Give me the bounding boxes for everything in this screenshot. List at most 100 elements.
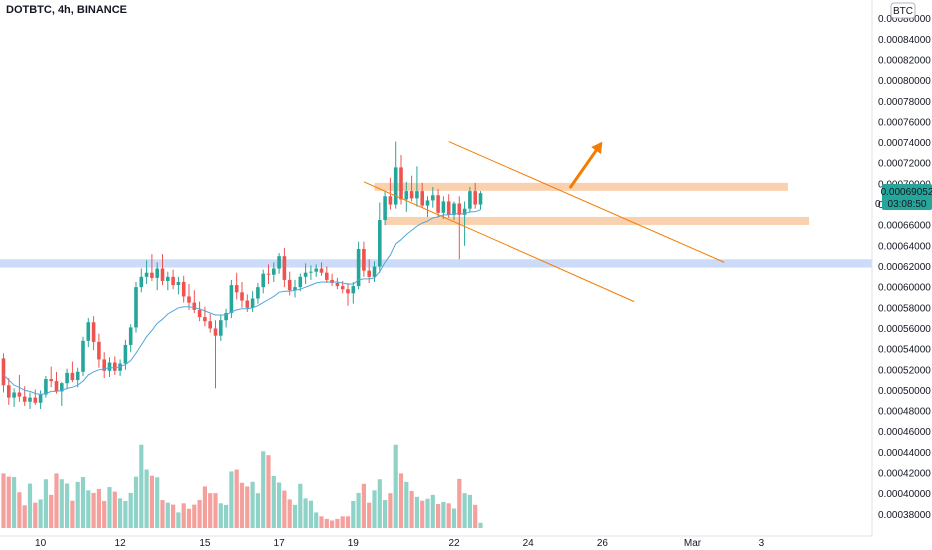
candle-body [452, 203, 456, 215]
candle-body [60, 383, 64, 392]
volume-bar [457, 478, 462, 528]
volume-bar [377, 479, 382, 528]
volume-bar [383, 500, 388, 528]
candle-body [362, 248, 366, 271]
scale-badge[interactable]: BTC [890, 2, 916, 19]
breakout-arrow-head [591, 141, 603, 154]
countdown-label: 03:08:50 [888, 199, 927, 210]
volume-bar [436, 503, 441, 528]
volume-bar [340, 516, 345, 528]
price-tick-label: 0.00074000 [878, 138, 931, 149]
candle-body [388, 196, 393, 205]
volume-bar [250, 481, 255, 528]
zone-mid-support [385, 216, 810, 225]
volume-bar [165, 502, 170, 528]
volume-bar [298, 483, 303, 528]
symbol-title: DOTBTC, 4h, BINANCE [6, 4, 127, 16]
volume-bar [59, 479, 64, 528]
volume-bar [314, 512, 319, 528]
volume-bar [22, 505, 27, 528]
candle-body [213, 328, 218, 336]
time-tick-label: 26 [597, 538, 609, 549]
volume-bar [186, 508, 192, 528]
volume-bar [192, 504, 197, 528]
volume-layer [1, 444, 483, 528]
candle-body [139, 276, 144, 288]
volume-bar [467, 494, 472, 528]
volume-bar [38, 499, 43, 528]
volume-bar [245, 486, 250, 528]
candle-body [181, 281, 186, 297]
volume-bar [478, 522, 483, 528]
candle-body [234, 285, 239, 293]
price-tick-label: 0.00040000 [878, 489, 931, 500]
volume-bar [266, 455, 271, 528]
time-tick-label: 3 [759, 538, 765, 549]
volume-bar [213, 493, 218, 528]
volume-bar [271, 476, 276, 528]
volume-bar [409, 490, 414, 528]
candle-body [49, 379, 53, 382]
volume-bar [292, 504, 298, 528]
candle-body [33, 397, 38, 403]
volume-bar [234, 469, 239, 528]
volume-bar [261, 451, 266, 528]
volume-bar [54, 473, 59, 528]
candle-body [272, 268, 276, 275]
candle-body [187, 296, 191, 303]
candle-body [70, 372, 75, 381]
volume-bar [160, 500, 165, 528]
candle-body [478, 193, 483, 205]
candle-body [86, 322, 91, 341]
candle-body [224, 312, 228, 321]
candle-body [256, 287, 260, 299]
candle-body [240, 292, 244, 301]
volume-bar [123, 500, 128, 528]
price-tick-label: 0.00046000 [878, 427, 931, 438]
volume-bar [308, 500, 313, 528]
candle-body [298, 276, 303, 288]
candle-body [75, 371, 80, 381]
price-tick-label: 0.00066000 [878, 221, 931, 232]
moving-average-line [3, 209, 481, 396]
price-tick-label: 0.00052000 [878, 365, 931, 376]
candle-body [245, 300, 250, 308]
candle-body [12, 392, 16, 398]
candle-body [367, 270, 371, 277]
price-tick-label: 0.00050000 [878, 386, 931, 397]
volume-bar [303, 498, 308, 528]
volume-bar [197, 500, 202, 528]
volume-bar [155, 477, 160, 528]
candle-body [7, 385, 11, 398]
volume-bar [255, 493, 260, 528]
volume-bar [86, 490, 91, 528]
time-tick-label: 19 [348, 538, 360, 549]
volume-bar [139, 444, 144, 528]
volume-bar [149, 475, 154, 528]
volume-bar [229, 471, 234, 528]
candle-body [102, 359, 106, 371]
candle-body [229, 285, 234, 313]
volume-bar [133, 476, 139, 528]
candle-body [250, 298, 255, 308]
volume-bar [118, 498, 123, 528]
volume-bar [372, 490, 377, 528]
candle-body [420, 191, 424, 206]
trendline-channel-upper [448, 141, 725, 263]
price-tick-label: 0.00044000 [878, 448, 931, 459]
time-tick-label: 12 [115, 538, 127, 549]
candle-body [404, 191, 409, 200]
volume-bar [218, 503, 223, 528]
time-tick-label: 15 [199, 538, 211, 549]
volume-bar [473, 504, 478, 528]
volume-bar [398, 473, 404, 528]
volume-bar [208, 493, 213, 528]
price-tick-label: 0.00082000 [878, 56, 931, 67]
candle-body [383, 196, 387, 221]
candle-body [325, 272, 329, 280]
candle-body [91, 322, 96, 342]
time-tick-label: 10 [35, 538, 47, 549]
volume-bar [404, 481, 409, 528]
last-price-label: 0.00069052 [881, 187, 932, 198]
